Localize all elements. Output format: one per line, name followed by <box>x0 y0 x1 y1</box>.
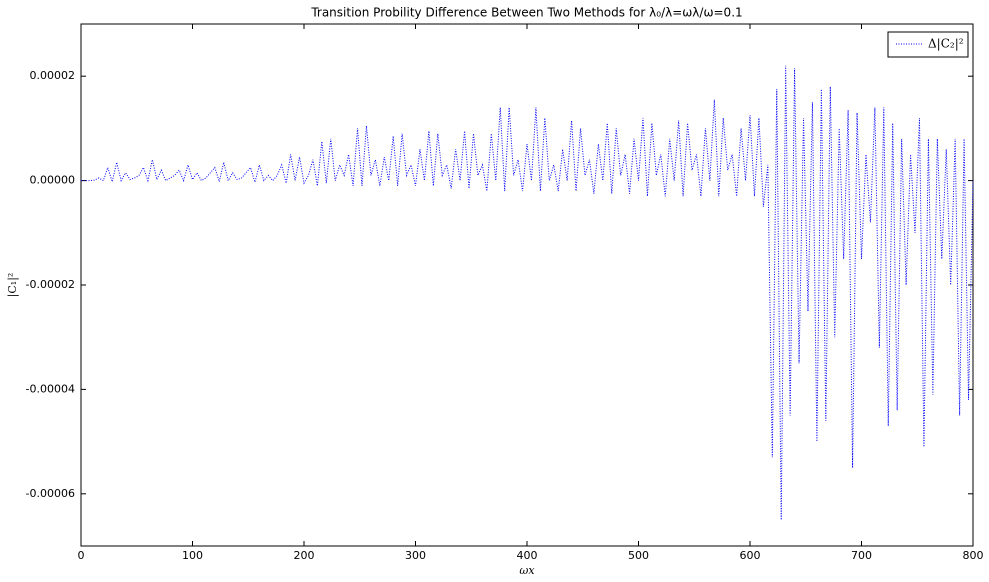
chart-title: Transition Probility Difference Between … <box>310 6 742 20</box>
data-line <box>81 65 974 520</box>
x-tick-label: 500 <box>628 549 649 562</box>
y-tick-label: 0.00000 <box>30 174 76 187</box>
y-axis-label: |C₁|² <box>6 273 20 298</box>
x-tick-label: 0 <box>78 549 85 562</box>
y-tick-label: -0.00004 <box>26 382 75 395</box>
y-tick-label: 0.00002 <box>30 69 76 82</box>
legend-label: Δ|C₂|² <box>928 37 964 51</box>
plot-frame <box>80 23 974 547</box>
x-tick-label: 700 <box>851 549 872 562</box>
y-tick-label: -0.00006 <box>26 487 75 500</box>
x-tick-label: 300 <box>405 549 426 562</box>
x-tick-label: 800 <box>963 549 984 562</box>
x-tick-label: 200 <box>294 549 315 562</box>
x-tick-label: 400 <box>517 549 538 562</box>
x-axis-label: ωx <box>519 564 535 577</box>
x-tick-label: 600 <box>740 549 761 562</box>
x-tick-label: 100 <box>182 549 203 562</box>
y-tick-label: -0.00002 <box>26 278 75 291</box>
